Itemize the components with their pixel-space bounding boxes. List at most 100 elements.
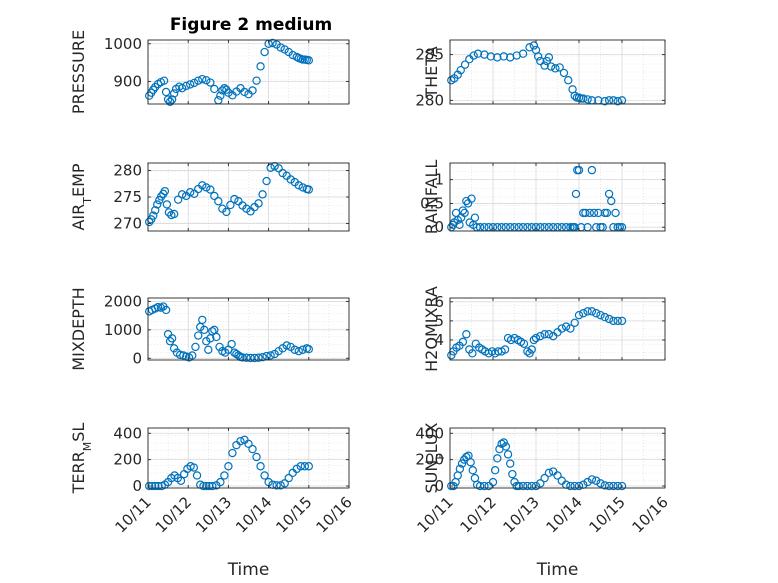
data-point bbox=[167, 334, 177, 343]
data-point bbox=[194, 331, 203, 340]
data-point bbox=[167, 95, 177, 104]
y-tick-label: 5 bbox=[434, 312, 444, 330]
data-point bbox=[282, 341, 291, 350]
data-point bbox=[177, 83, 187, 93]
x-tick-label: 10/16 bbox=[313, 493, 356, 536]
data-point bbox=[262, 176, 271, 186]
data-point bbox=[583, 95, 592, 104]
data-point bbox=[544, 53, 554, 62]
data-point bbox=[462, 196, 471, 206]
y-axis-label: TERRMSL bbox=[69, 423, 94, 495]
data-point bbox=[151, 206, 160, 215]
y-axis-label: AIRTEMP bbox=[69, 163, 94, 230]
data-point bbox=[506, 459, 515, 468]
y-tick-label: 275 bbox=[113, 188, 142, 206]
data-point bbox=[198, 315, 207, 325]
data-point bbox=[188, 351, 197, 360]
data-point bbox=[161, 305, 171, 315]
data-point bbox=[473, 49, 483, 58]
data-point bbox=[501, 442, 511, 451]
data-point bbox=[300, 462, 309, 471]
data-point bbox=[508, 469, 517, 479]
data-point bbox=[607, 196, 616, 206]
data-point bbox=[470, 213, 480, 222]
y-tick-label: 1 bbox=[434, 171, 444, 189]
data-point bbox=[527, 345, 536, 354]
data-point bbox=[234, 351, 243, 360]
data-point bbox=[266, 351, 275, 360]
data-point bbox=[460, 60, 470, 69]
data-point bbox=[199, 481, 208, 491]
data-point bbox=[224, 462, 233, 471]
data-point bbox=[480, 481, 489, 491]
data-point bbox=[149, 211, 158, 220]
data-point bbox=[602, 208, 612, 218]
data-point bbox=[169, 344, 179, 353]
data-point bbox=[149, 85, 158, 94]
data-point bbox=[256, 462, 265, 471]
data-point bbox=[540, 61, 549, 70]
data-point bbox=[604, 481, 614, 491]
data-point bbox=[165, 97, 175, 106]
data-point bbox=[248, 444, 257, 454]
x-tick-label: 10/11 bbox=[414, 493, 457, 536]
y-tick-label: 270 bbox=[113, 215, 142, 233]
data-point bbox=[609, 316, 618, 326]
data-point bbox=[574, 481, 584, 491]
data-point bbox=[458, 337, 468, 347]
data-point bbox=[227, 339, 236, 349]
y-axis-label: MIXDEPTH bbox=[69, 287, 88, 370]
data-point bbox=[192, 471, 202, 480]
data-point bbox=[145, 217, 154, 227]
y-axis-label: THETA bbox=[422, 46, 441, 98]
y-tick-label: 4 bbox=[434, 331, 444, 349]
data-point bbox=[204, 345, 213, 354]
data-point bbox=[153, 200, 162, 209]
data-point bbox=[176, 476, 186, 485]
data-point bbox=[240, 87, 249, 97]
data-point bbox=[260, 47, 269, 57]
data-point bbox=[592, 476, 601, 485]
data-point bbox=[499, 52, 508, 61]
data-point bbox=[566, 324, 575, 333]
data-point bbox=[514, 481, 524, 491]
data-point bbox=[460, 208, 469, 218]
data-point bbox=[208, 327, 217, 336]
data-point bbox=[186, 80, 195, 89]
data-points bbox=[447, 41, 627, 106]
x-tick-label: 10/11 bbox=[112, 493, 155, 536]
data-point bbox=[151, 481, 160, 491]
data-point bbox=[571, 189, 581, 199]
data-point bbox=[468, 465, 477, 475]
data-point bbox=[523, 481, 532, 491]
data-points bbox=[145, 435, 313, 491]
data-point bbox=[179, 469, 189, 479]
data-point bbox=[252, 452, 261, 462]
x-tick-label: 10/12 bbox=[457, 493, 500, 536]
data-point bbox=[587, 475, 597, 484]
data-point bbox=[198, 181, 207, 190]
data-point bbox=[250, 353, 259, 363]
data-point bbox=[455, 464, 465, 474]
y-tick-label: 6 bbox=[434, 293, 444, 311]
y-tick-label: 200 bbox=[113, 451, 142, 469]
x-tick-label: 10/14 bbox=[543, 493, 586, 536]
data-point bbox=[493, 454, 502, 463]
data-point bbox=[145, 481, 154, 491]
data-point bbox=[163, 95, 173, 104]
data-point bbox=[536, 56, 545, 66]
data-point bbox=[596, 479, 605, 488]
data-point bbox=[594, 208, 603, 218]
y-axis-label: H2OMIXRA bbox=[422, 286, 441, 372]
data-point bbox=[458, 206, 468, 215]
data-point bbox=[200, 325, 209, 335]
data-points bbox=[447, 438, 627, 491]
data-point bbox=[559, 68, 569, 78]
data-point bbox=[557, 324, 567, 333]
data-point bbox=[600, 481, 610, 490]
data-point bbox=[206, 78, 215, 87]
data-point bbox=[258, 352, 267, 362]
data-point bbox=[518, 49, 528, 58]
